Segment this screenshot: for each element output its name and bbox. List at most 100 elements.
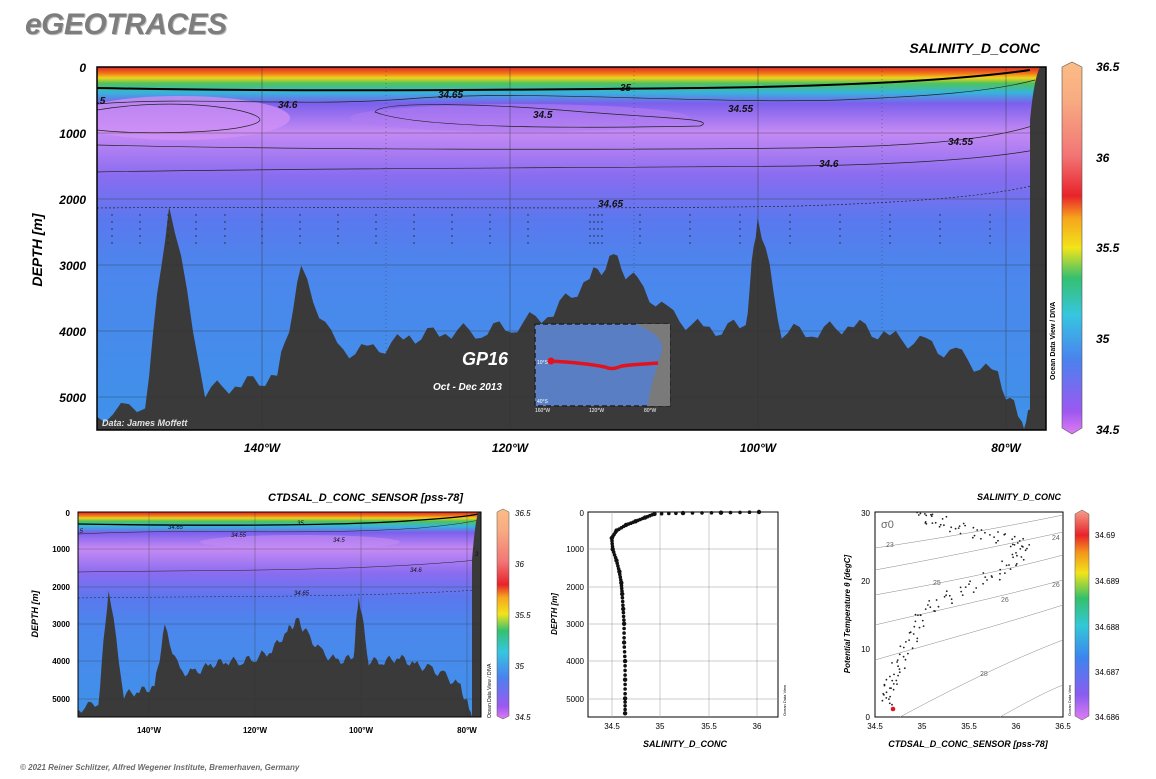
- ts-point: [962, 522, 965, 525]
- ts-point: [897, 665, 899, 668]
- ts-point: [918, 626, 921, 629]
- sample-station-dot: [601, 228, 603, 230]
- sample-station-dot: [299, 228, 301, 230]
- ts-point: [1028, 544, 1031, 546]
- profile-point: [617, 527, 621, 531]
- sample-station-dot: [451, 214, 453, 216]
- sample-station-dot: [689, 221, 691, 223]
- profile-point: [645, 514, 650, 519]
- cruise-start-point: [547, 357, 555, 365]
- sample-station-dot: [601, 214, 603, 216]
- ctd-frame: [77, 511, 482, 718]
- ctd-contour-35: [78, 513, 479, 526]
- profile-y-tick: 2000: [566, 583, 584, 592]
- ts-point: [902, 655, 905, 658]
- profile-point: [623, 682, 627, 687]
- ts-point: [984, 576, 987, 578]
- profile-point: [622, 626, 626, 631]
- ts-point: [1018, 540, 1021, 542]
- profile-y-tick: 5000: [566, 695, 584, 704]
- main-bathymetry: [97, 132, 1046, 430]
- ts-isopycnal-label: 26: [1052, 582, 1060, 589]
- sample-station-dot: [593, 242, 595, 244]
- main-x-tick: 100°W: [740, 441, 778, 455]
- ts-point: [1016, 554, 1018, 557]
- ts-point: [961, 594, 964, 596]
- ctd-colorbar-tick: 35: [515, 662, 524, 671]
- main-contour-35: [97, 69, 1031, 92]
- main-low-salinity-lens-2: [350, 104, 690, 132]
- profile-point: [622, 636, 626, 640]
- ts-point: [890, 687, 892, 690]
- ts-colorbar-tick: 34.686: [1095, 713, 1120, 722]
- sample-station-dot: [167, 242, 169, 244]
- profile-point: [621, 606, 626, 612]
- sample-station-dot: [589, 242, 591, 244]
- profile-y-tick: 1000: [566, 545, 584, 554]
- sample-station-dot: [489, 221, 491, 223]
- sample-station-dot: [139, 221, 141, 223]
- ts-point: [885, 691, 888, 694]
- ts-point: [930, 513, 932, 516]
- sample-station-dot: [639, 228, 641, 230]
- sample-station-dot: [601, 221, 603, 223]
- sample-station-dot: [597, 214, 599, 216]
- profile-x-tick: 35: [656, 722, 665, 731]
- profile-point: [674, 511, 678, 516]
- ts-point: [888, 702, 891, 705]
- main-contour-34-55: [97, 124, 1036, 150]
- ts-point: [1026, 547, 1028, 550]
- ts-point: [1022, 537, 1025, 540]
- sample-station-dot: [527, 214, 529, 216]
- ts-point: [927, 604, 929, 606]
- sample-station-dot: [597, 242, 599, 244]
- ts-point: [1005, 564, 1008, 567]
- main-contour-label: 34.5: [533, 110, 553, 121]
- ts-point: [883, 683, 886, 686]
- ts-point: [888, 698, 890, 700]
- main-x-tick: 120°W: [492, 441, 530, 455]
- ctd-colorbar: 36.5 36 35.5 35 34.5: [496, 508, 531, 722]
- ctd-x-tick: 140°W: [137, 726, 162, 735]
- ts-point: [997, 531, 999, 533]
- profile-point: [623, 700, 627, 704]
- cruise-dates: Oct - Dec 2013: [433, 382, 502, 393]
- sample-station-dot: [593, 228, 595, 230]
- ts-point: [1001, 560, 1003, 563]
- sample-station-dot: [299, 235, 301, 237]
- sample-station-dot: [939, 235, 941, 237]
- profile-point: [623, 664, 627, 668]
- sample-station-dot: [739, 228, 741, 230]
- sample-station-dot: [413, 214, 415, 216]
- ts-point: [905, 641, 907, 643]
- sample-station-dot: [375, 242, 377, 244]
- sample-station-dot: [337, 242, 339, 244]
- ts-point: [914, 620, 917, 623]
- sample-station-dot: [139, 214, 141, 216]
- profile-point: [620, 599, 625, 604]
- ts-point: [922, 625, 925, 627]
- cruise-label: GP16: [462, 349, 509, 369]
- sample-station-dot: [337, 214, 339, 216]
- ctd-contour-label: 34.55: [231, 533, 247, 539]
- inset-tick: 40°S: [537, 399, 549, 405]
- ts-point: [959, 532, 962, 535]
- main-y-tick: 3000: [59, 259, 86, 273]
- ts-point: [1020, 556, 1023, 558]
- sample-station-dot: [195, 221, 197, 223]
- profile-point: [623, 654, 627, 659]
- profile-x-axis-label: SALINITY_D_CONC: [643, 739, 728, 749]
- ts-title: SALINITY_D_CONC: [977, 492, 1062, 502]
- profile-point: [621, 603, 625, 607]
- ts-point: [995, 541, 997, 544]
- ctd-contour-label: 34.65: [168, 525, 184, 531]
- salinity-profile-plot: SALINITY_D_CONC DEPTH [m] 34.5 35 35.5 3…: [550, 509, 787, 749]
- sample-station-dot: [739, 242, 741, 244]
- ts-point: [916, 640, 918, 643]
- ts-point: [949, 530, 951, 533]
- ts-point: [898, 668, 901, 670]
- sample-station-dot: [111, 221, 113, 223]
- ts-point: [945, 590, 948, 593]
- ts-point: [984, 531, 986, 534]
- profile-point: [621, 614, 626, 619]
